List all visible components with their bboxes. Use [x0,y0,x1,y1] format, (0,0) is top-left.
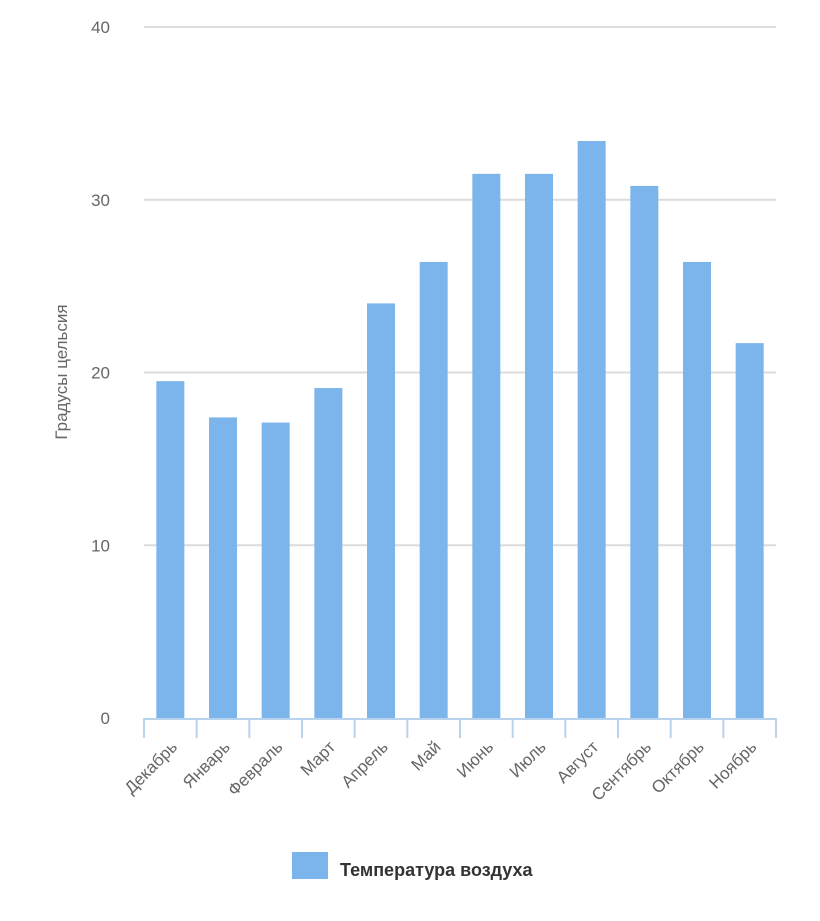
y-tick-label: 10 [91,536,110,555]
x-tick-label: Май [408,737,445,774]
bar-Май[interactable] [419,261,448,718]
bar-Август[interactable] [577,141,606,718]
y-tick-label: 20 [91,364,110,383]
x-tick-label: Март [297,737,339,779]
y-tick-label: 30 [91,191,110,210]
legend-label[interactable]: Температура воздуха [340,860,534,880]
bar-Февраль[interactable] [261,422,290,718]
bar-Октябрь[interactable] [683,261,711,718]
x-tick-label: Июнь [453,737,497,781]
legend-swatch [292,852,328,879]
x-tick-label: Август [553,737,603,787]
bar-Декабрь[interactable] [156,381,185,718]
bar-Январь[interactable] [209,417,237,718]
x-tick-label: Октябрь [648,737,708,797]
x-tick-label: Февраль [224,737,286,799]
y-tick-label: 0 [101,709,110,728]
y-tick-label: 40 [91,18,110,37]
bar-Март[interactable] [314,388,343,718]
bar-Июнь[interactable] [472,173,501,718]
bar-Ноябрь[interactable] [735,343,764,718]
x-tick-label: Апрель [338,737,392,791]
y-axis-title: Градусы цельсия [52,304,71,439]
bar-Сентябрь[interactable] [630,185,659,718]
x-tick-label: Ноябрь [705,737,760,792]
legend[interactable]: Температура воздуха [292,852,534,880]
bar-Апрель[interactable] [367,303,395,718]
x-tick-label: Декабрь [121,737,181,797]
bar-Июль[interactable] [525,173,553,718]
x-tick-label: Июль [506,737,550,781]
